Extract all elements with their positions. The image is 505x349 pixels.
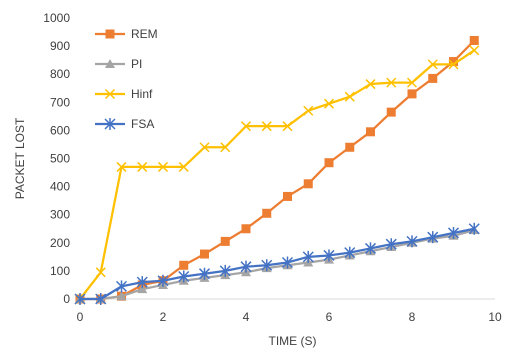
data-point-fsa — [302, 250, 314, 263]
data-point-hinf — [406, 77, 418, 88]
data-point-fsa — [74, 293, 86, 305]
y-tick-label: 600 — [50, 123, 70, 137]
y-tick-label: 500 — [50, 152, 70, 166]
data-point-hinf — [427, 59, 438, 70]
data-point-hinf — [95, 267, 106, 278]
data-point-rem — [407, 89, 417, 99]
data-point-fsa — [281, 256, 294, 269]
data-point-hinf — [469, 45, 480, 56]
legend-marker-hinf — [104, 88, 116, 100]
data-point-fsa — [468, 222, 480, 235]
data-point-fsa — [178, 270, 190, 283]
series-line-pi — [80, 229, 475, 301]
data-point-hinf — [220, 142, 231, 153]
data-point-rem — [345, 142, 355, 152]
data-point-rem — [324, 158, 334, 168]
x-tick-label: 10 — [488, 310, 502, 324]
legend-marker-pi — [105, 59, 115, 68]
data-point-pi — [137, 284, 148, 294]
legend-label-hinf: Hinf — [131, 87, 153, 101]
data-point-rem — [469, 35, 479, 45]
data-point-rem — [220, 236, 230, 246]
y-tick-label: 900 — [50, 39, 70, 53]
x-axis-title: TIME (S) — [269, 334, 317, 348]
data-point-rem — [449, 57, 458, 67]
data-point-fsa — [157, 274, 169, 287]
data-point-hinf — [137, 161, 148, 172]
data-point-rem — [283, 191, 292, 201]
data-point-hinf — [386, 77, 397, 88]
data-point-rem — [303, 179, 313, 189]
y-tick-label: 400 — [50, 180, 70, 194]
data-point-fsa — [240, 260, 252, 273]
x-tick-label: 4 — [243, 310, 250, 324]
series-hinf — [74, 45, 480, 305]
x-tick-label: 6 — [326, 310, 333, 324]
data-point-rem — [386, 107, 396, 117]
y-tick-label: 100 — [50, 264, 70, 278]
data-point-hinf — [240, 121, 252, 132]
data-point-hinf — [323, 98, 335, 109]
data-point-rem — [428, 73, 438, 83]
y-tick-label: 0 — [63, 292, 70, 306]
legend-item-rem: REM — [95, 27, 158, 41]
legend: REM PI Hinf FSA — [95, 27, 158, 131]
legend-label-rem: REM — [131, 27, 158, 41]
data-point-fsa — [219, 264, 231, 277]
data-point-hinf — [344, 91, 355, 102]
data-point-rem — [366, 127, 375, 137]
data-point-hinf — [282, 121, 293, 132]
y-tick-label: 700 — [50, 95, 70, 109]
data-point-fsa — [406, 235, 418, 248]
data-point-fsa — [198, 267, 211, 280]
y-axis-title: PACKET LOST — [13, 117, 27, 199]
legend-item-pi: PI — [95, 57, 142, 71]
series-line-hinf — [79, 49, 475, 300]
series-layer — [74, 35, 480, 305]
data-point-fsa — [115, 280, 128, 293]
data-point-fsa — [261, 259, 273, 272]
series-fsa — [74, 222, 480, 305]
data-point-fsa — [385, 238, 397, 251]
y-tick-label: 1000 — [43, 11, 70, 25]
data-point-hinf — [157, 161, 169, 172]
y-tick-label: 300 — [50, 208, 70, 222]
data-point-hinf — [365, 79, 376, 90]
data-point-hinf — [199, 142, 210, 153]
x-tick-label: 0 — [77, 310, 84, 324]
data-point-rem — [262, 208, 272, 218]
y-tick-label: 800 — [50, 67, 70, 81]
y-tick-label: 200 — [50, 236, 70, 250]
x-tick-label: 2 — [160, 310, 167, 324]
data-point-fsa — [364, 242, 377, 255]
data-point-hinf — [116, 161, 127, 172]
x-axis-ticks: 0 2 4 6 8 10 — [77, 310, 502, 324]
data-point-fsa — [427, 231, 439, 244]
data-point-rem — [200, 249, 209, 259]
legend-item-fsa: FSA — [95, 117, 154, 131]
data-point-rem — [179, 260, 189, 270]
data-point-hinf — [303, 105, 314, 116]
legend-marker-fsa — [104, 118, 116, 130]
data-point-hinf — [448, 59, 459, 70]
series-line-fsa — [80, 227, 475, 301]
data-point-fsa — [447, 226, 460, 239]
data-point-hinf — [178, 161, 189, 172]
x-tick-label: 8 — [409, 310, 416, 324]
data-point-fsa — [95, 293, 107, 305]
data-point-hinf — [261, 121, 272, 132]
legend-marker-rem — [105, 29, 115, 39]
data-point-fsa — [344, 246, 356, 259]
data-point-pi — [116, 291, 127, 301]
legend-item-hinf: Hinf — [95, 87, 153, 101]
data-point-fsa — [136, 276, 148, 289]
data-point-fsa — [323, 249, 335, 262]
data-point-rem — [241, 224, 251, 234]
y-axis-ticks: 0 100 200 300 400 500 600 700 800 900 1000 — [43, 11, 70, 306]
legend-label-fsa: FSA — [131, 117, 154, 131]
legend-label-pi: PI — [131, 57, 142, 71]
